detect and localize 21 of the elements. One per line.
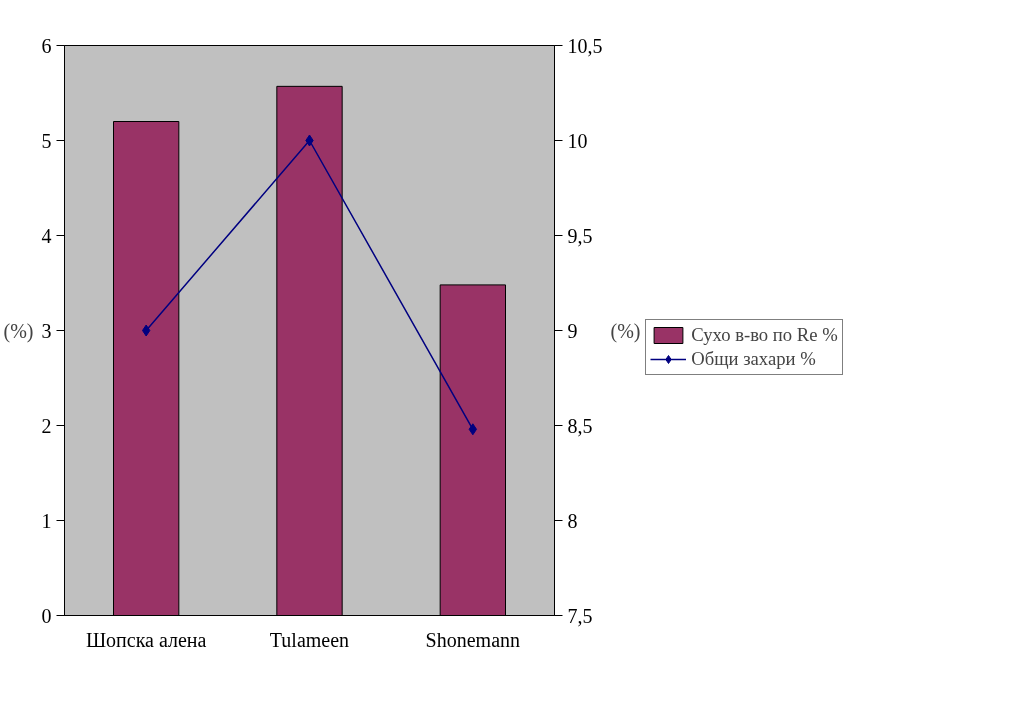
y-tick-label: 1: [41, 509, 52, 532]
y2-tick-label: 9,5: [567, 224, 593, 247]
y-tick-label: 4: [41, 224, 52, 247]
y2-tick-label: 10,5: [567, 34, 603, 57]
y2-tick-label: 8: [567, 509, 578, 532]
y2-tick-label: 7,5: [567, 604, 593, 627]
y-tick-label: 3: [41, 319, 52, 342]
y-tick-label: 5: [41, 129, 52, 152]
x-tick-label: Шопска алена: [85, 628, 207, 651]
x-tick-label: Shonemann: [425, 628, 521, 651]
y2-tick-label: 8,5: [567, 414, 593, 437]
x-tick-label: Tulameen: [269, 628, 350, 651]
y-tick-label: 6: [41, 34, 52, 57]
legend-label: Общи захари %: [691, 348, 816, 370]
y2-tick-label: 9: [567, 319, 578, 342]
y-tick-label: 2: [41, 414, 52, 437]
y2-axis-title: (%): [610, 319, 641, 343]
y-axis-title: (%): [3, 319, 34, 343]
y-tick-label: 0: [41, 604, 52, 627]
legend-label: Сухо в-во по Re %: [691, 324, 838, 346]
y2-tick-label: 10: [567, 129, 588, 152]
